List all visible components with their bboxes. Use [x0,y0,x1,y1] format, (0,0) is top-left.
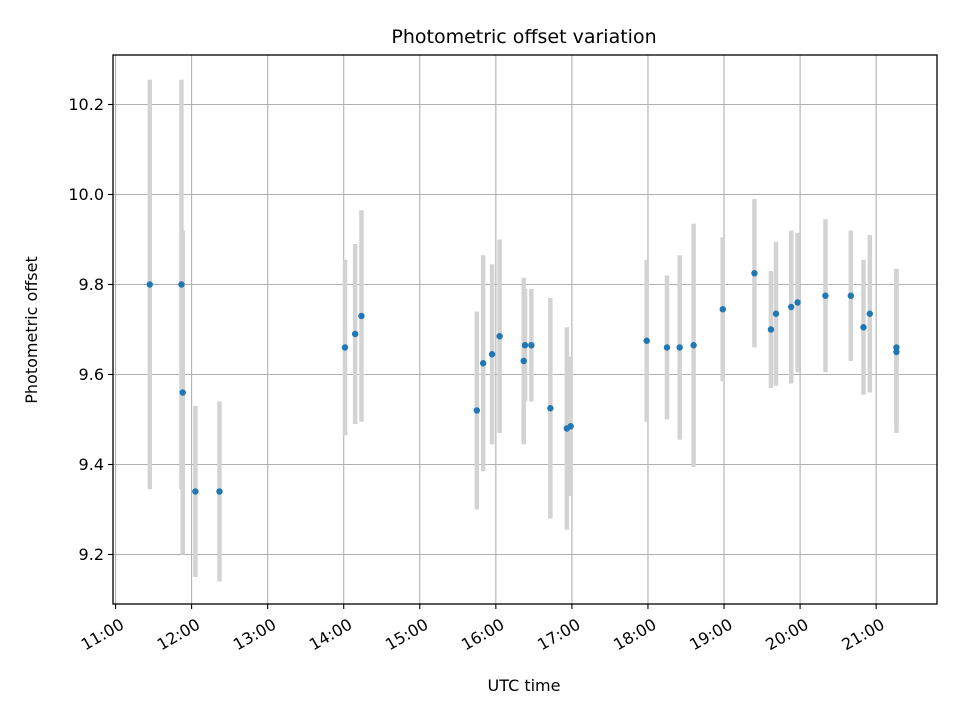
data-point [479,360,487,367]
data-point [794,299,801,306]
y-tick-label: 9.6 [79,365,104,384]
data-point [847,292,854,299]
y-axis: 9.2 9.4 9.6 9.8 10.0 10.2 [68,95,113,564]
y-tick-label: 10.0 [68,185,104,204]
data-point [788,303,795,311]
x-tick-label: 19:00 [686,615,735,655]
x-tick-label: 13:00 [230,615,279,655]
x-tick-label: 16:00 [458,615,507,655]
data-point [866,310,874,317]
data-point [192,488,199,495]
x-tick-label: 11:00 [78,615,127,655]
x-axis-label: UTC time [488,676,561,695]
data-point [772,310,780,317]
data-points [146,270,900,495]
data-point [520,357,527,365]
data-point [567,423,574,430]
data-point [496,333,503,340]
y-tick-label: 9.8 [79,275,104,294]
data-point [690,342,697,349]
data-point [179,389,186,396]
data-point [893,348,900,356]
data-point [767,326,775,333]
data-point [663,344,671,351]
chart-title: Photometric offset variation [391,26,656,48]
x-tick-label: 14:00 [306,615,355,655]
data-point [178,281,185,288]
x-tick-label: 17:00 [534,615,583,655]
data-point [822,292,829,299]
data-point [473,407,481,414]
x-tick-label: 18:00 [610,615,659,655]
data-point [751,270,758,277]
x-tick-label: 21:00 [838,615,887,655]
data-point [547,405,554,412]
data-point [216,488,223,495]
data-point [488,351,496,358]
data-point [358,312,365,320]
data-point [719,306,726,313]
error-bars [147,79,899,582]
data-point [146,281,153,288]
x-tick-label: 15:00 [382,615,431,655]
x-axis: 11:00 12:00 13:00 14:00 15:00 16:00 17:00 18:00… [78,604,888,654]
data-point [643,337,650,344]
y-tick-label: 10.2 [68,95,104,114]
data-point [893,344,900,351]
y-axis-label: Photometric offset [22,256,41,404]
data-point [341,344,349,351]
x-tick-label: 12:00 [154,615,203,655]
data-point [528,342,535,349]
x-tick-label: 20:00 [762,615,811,655]
y-tick-label: 9.2 [79,545,104,564]
data-point [351,330,359,338]
data-point [860,324,867,331]
data-point [521,342,529,349]
data-point [676,344,683,351]
y-tick-label: 9.4 [79,455,104,474]
plot-frame [112,54,938,605]
